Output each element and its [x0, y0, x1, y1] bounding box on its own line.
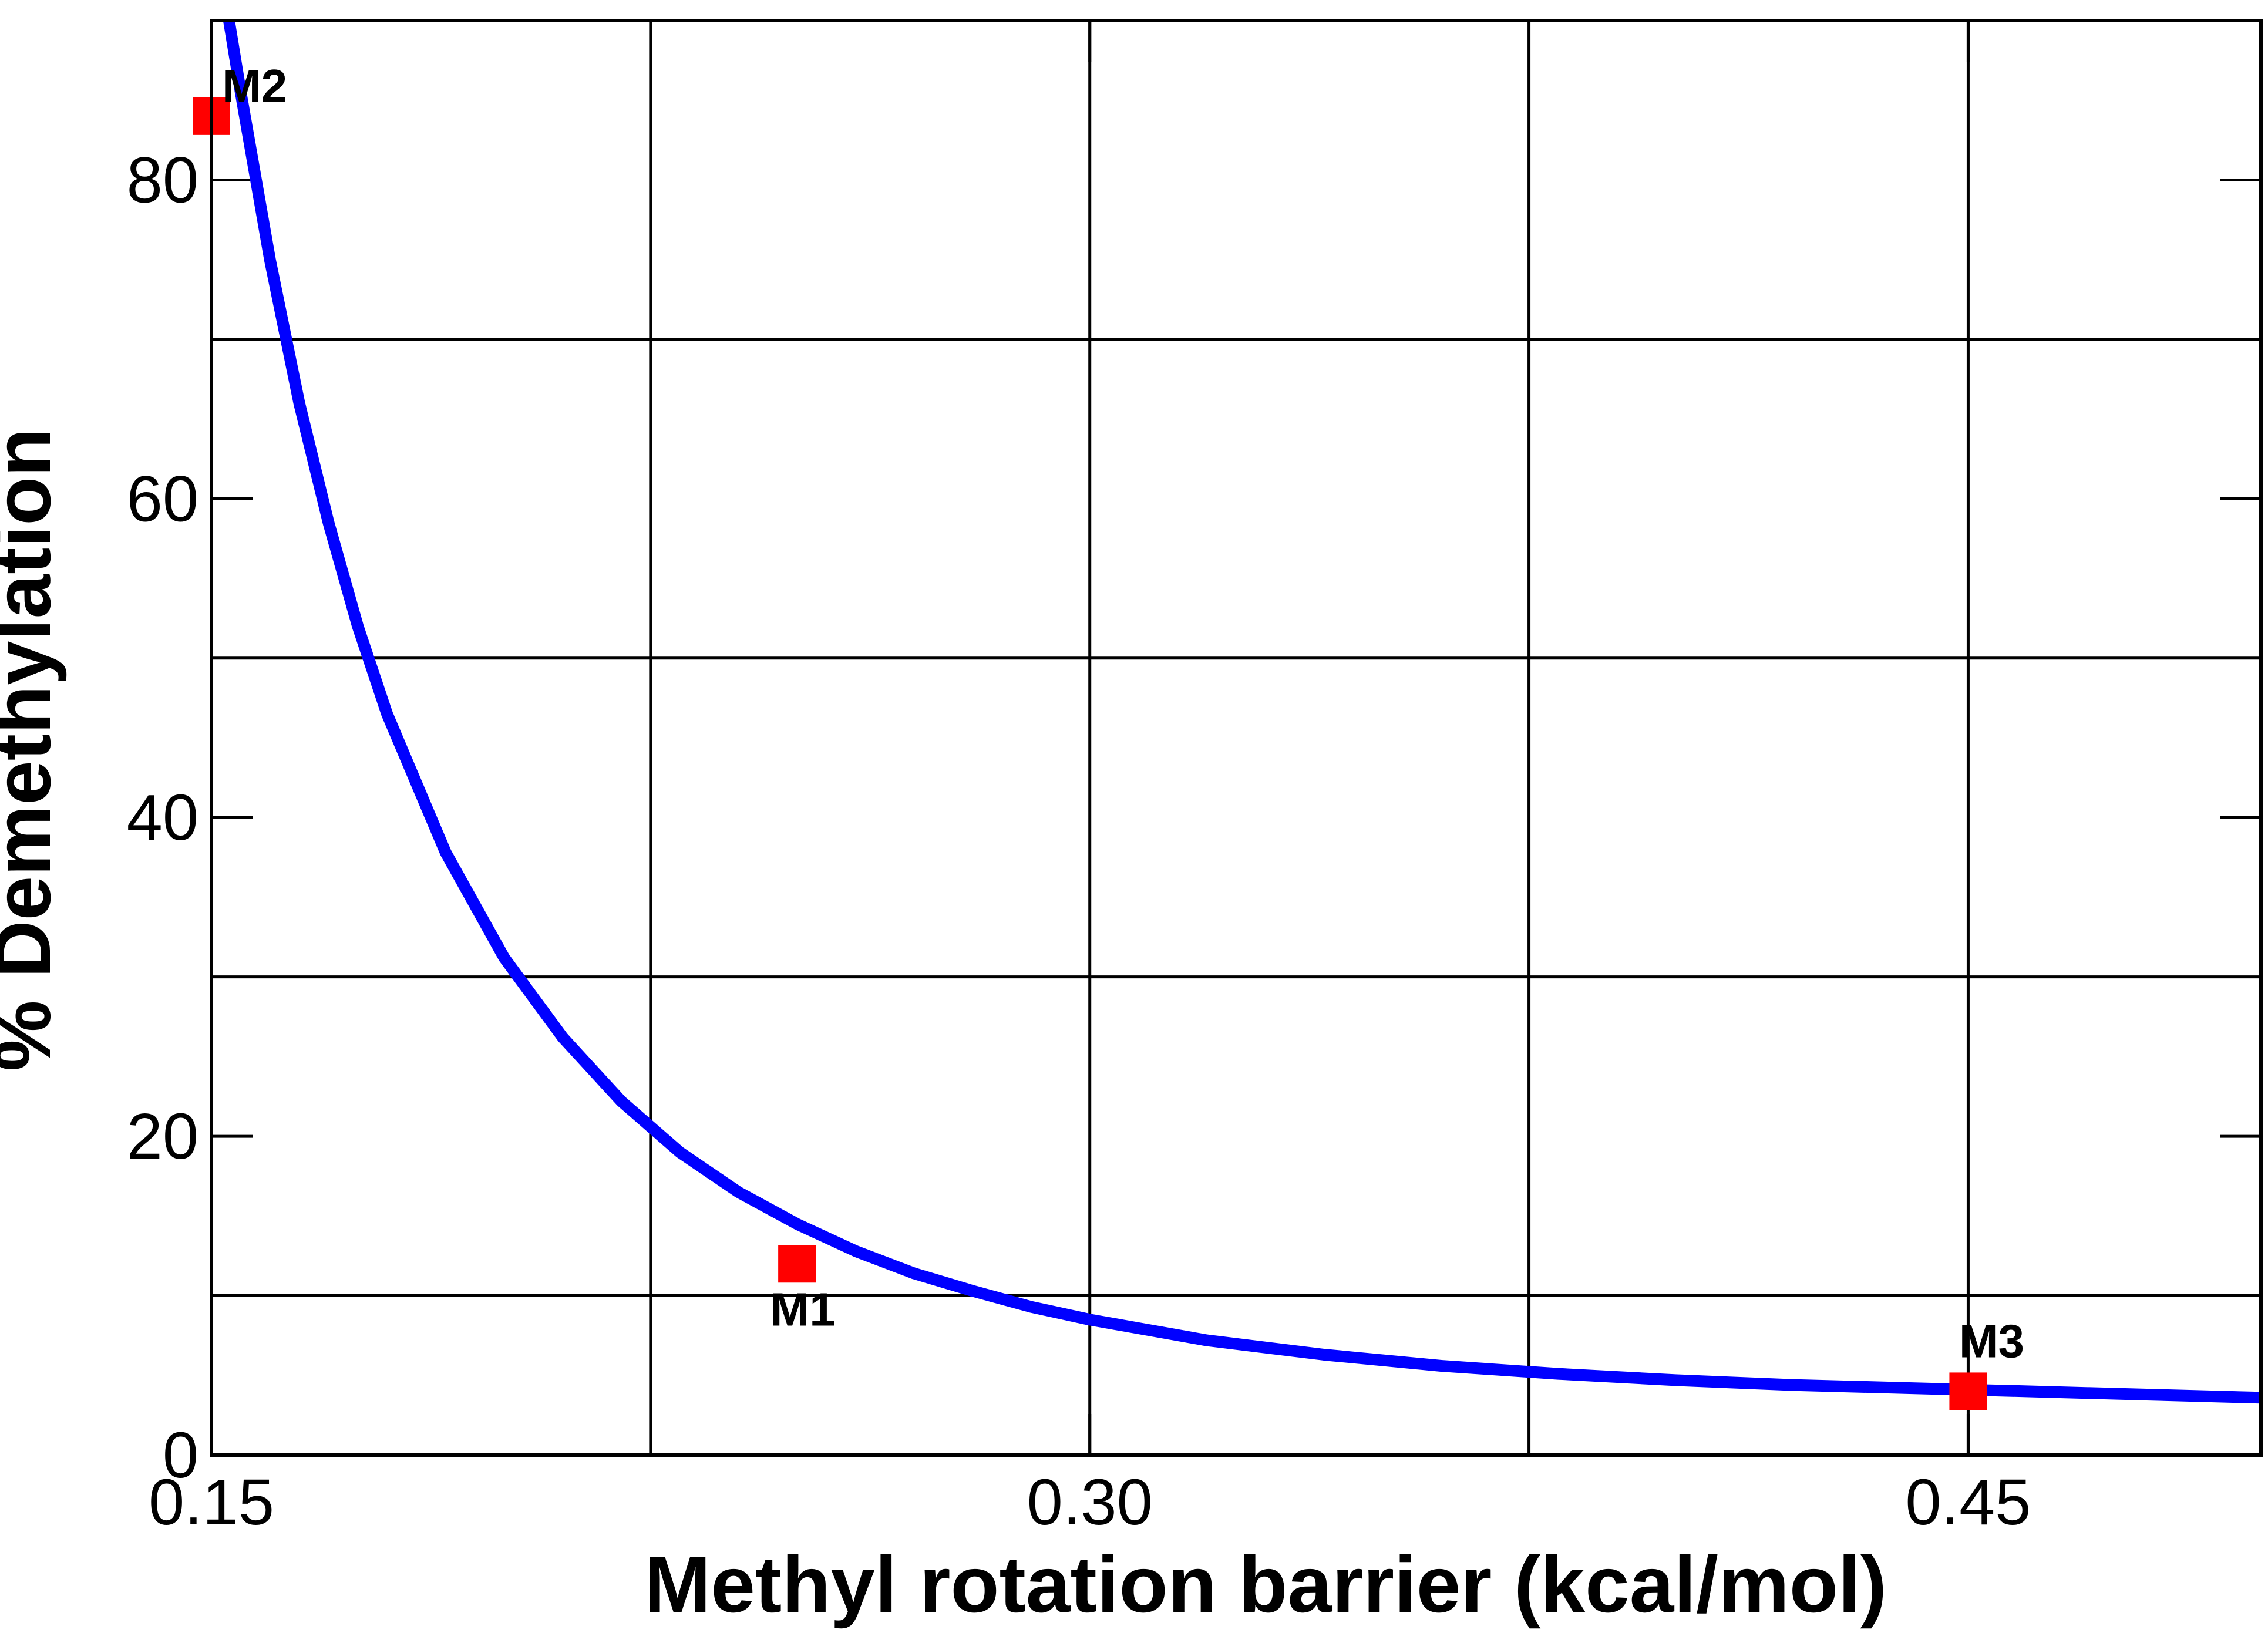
- point-label-m2: M2: [222, 60, 287, 112]
- y-tick-label: 80: [127, 144, 198, 216]
- x-axis-title: Methyl rotation barrier (kcal/mol): [644, 1540, 1887, 1629]
- data-point-m1: [778, 1245, 816, 1283]
- x-tick-label: 0.15: [149, 1466, 274, 1538]
- tick-labels: 0 20 40 60 80 0.15 0.30 0.45: [127, 144, 2031, 1538]
- y-tick-label: 60: [127, 463, 198, 535]
- plot-frame: [210, 19, 2263, 1457]
- y-tick-label: 40: [127, 782, 198, 854]
- y-tick-label: 20: [127, 1100, 198, 1173]
- point-labels: M2 M1 M3: [222, 60, 2024, 1368]
- x-tick-label: 0.45: [1905, 1466, 2031, 1538]
- axis-ticks: [210, 21, 2261, 1457]
- data-point-m3: [1949, 1372, 1987, 1410]
- fit-curve: [223, 19, 2261, 1404]
- grid: [211, 21, 2261, 1455]
- point-label-m3: M3: [1959, 1315, 2024, 1367]
- point-label-m1: M1: [770, 1283, 836, 1335]
- curve-layer: [223, 19, 2261, 1404]
- y-tick-label: 0: [163, 1419, 198, 1492]
- y-axis-title: % Demethylation: [0, 428, 67, 1072]
- x-tick-label: 0.30: [1027, 1466, 1153, 1538]
